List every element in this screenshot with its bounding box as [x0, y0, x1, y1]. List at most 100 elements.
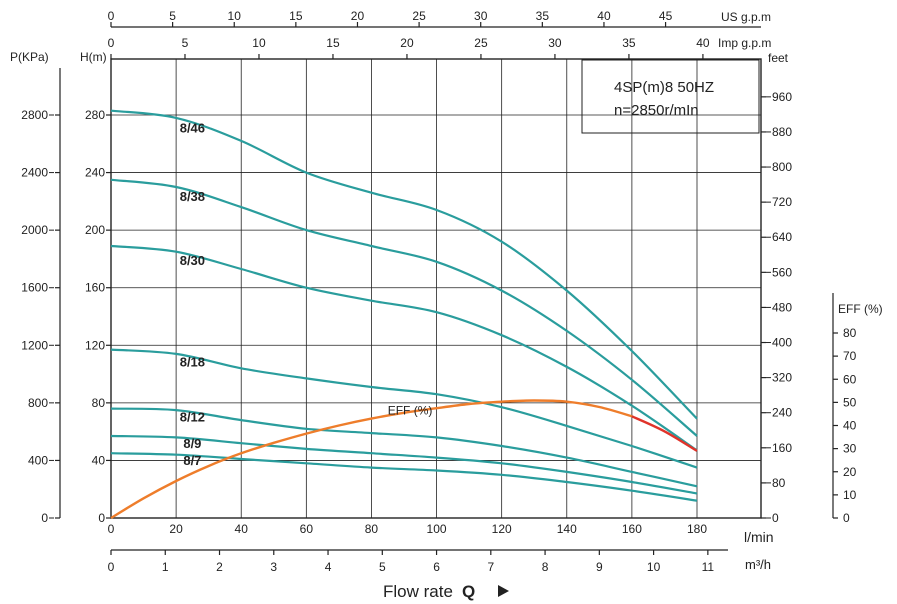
head-curve-8-9 [110, 434, 698, 495]
y-pressure-tick-label: 0 [41, 511, 48, 525]
x-imp-gpm-unit: Imp g.p.m [718, 36, 771, 50]
y-head-tick-label: 80 [92, 396, 106, 410]
x-m3h-tick-label: 1 [162, 560, 169, 574]
x-m3h-tick-label: 2 [216, 560, 223, 574]
efficiency-curve-tail [631, 415, 698, 452]
head-curves: 8/46 8/38 8/30 8/18 8/12 8/9 8/7 [110, 109, 698, 502]
plot-frame [110, 58, 762, 519]
title-line-2: n=2850r/mIn [614, 102, 699, 119]
y-pressure-tick-label: 1600 [21, 281, 48, 295]
head-curve-8-46 [110, 109, 698, 420]
y-head-tick-label: 0 [98, 511, 105, 525]
x-m3h-tick-label: 5 [379, 560, 386, 574]
x-lpm-tick-label: 0 [108, 522, 115, 536]
title-box [581, 59, 760, 134]
curve-label-8-38: 8/38 [180, 189, 205, 204]
y-feet-tick-label: 960 [772, 90, 792, 104]
y-feet-tick-label: 720 [772, 195, 792, 209]
y-head-tick-label: 120 [85, 338, 105, 352]
x-lpm-tick-label: 60 [300, 522, 314, 536]
y-head-tick-label: 200 [85, 223, 105, 237]
x-imp-gpm-tick-label: 25 [474, 36, 488, 50]
y-eff-tick-label: 50 [843, 395, 857, 409]
efficiency-curve-line [110, 399, 633, 520]
y-pressure-tick-label: 2400 [21, 166, 48, 180]
y-feet-tick-label: 800 [772, 160, 792, 174]
x-lpm-tick-label: 100 [427, 522, 447, 536]
x-m3h-tick-label: 6 [433, 560, 440, 574]
y-eff-tick-label: 0 [843, 511, 850, 525]
x-us-gpm-tick-label: 10 [228, 9, 242, 23]
y-feet-tick-label: 240 [772, 406, 792, 420]
curve-label-8-9: 8/9 [183, 436, 201, 451]
x-imp-gpm-tick-label: 35 [622, 36, 636, 50]
curve-label-8-30: 8/30 [180, 253, 205, 268]
curve-label-8-12: 8/12 [180, 410, 205, 425]
y-eff-tick-label: 70 [843, 349, 857, 363]
y-pressure-tick-label: 1200 [21, 338, 48, 352]
y-feet-tick-label: 320 [772, 371, 792, 385]
x-lpm-tick-label: 40 [235, 522, 249, 536]
x-m3h-tick-label: 7 [487, 560, 494, 574]
y-head-unit: H(m) [80, 50, 107, 64]
x-m3h-tick-label: 3 [270, 560, 277, 574]
x-us-gpm-tick-label: 30 [474, 9, 488, 23]
x-m3h-tick-label: 0 [108, 560, 115, 574]
x-us-gpm-tick-label: 40 [597, 9, 611, 23]
x-lpm-tick-label: 160 [622, 522, 642, 536]
y-head-tick-label: 240 [85, 166, 105, 180]
flow-rate-q: Q [462, 582, 475, 601]
efficiency-curve-label: EFF (%) [388, 403, 433, 417]
y-feet-tick-label: 880 [772, 125, 792, 139]
x-m3h-unit: m³/h [745, 557, 771, 572]
x-lpm-tick-label: 180 [687, 522, 707, 536]
x-lpm-tick-label: 80 [365, 522, 379, 536]
x-imp-gpm-tick-label: 0 [108, 36, 115, 50]
head-curve-8-7 [110, 452, 698, 502]
y-eff-tick-label: 20 [843, 465, 857, 479]
y-feet-tick-label: 160 [772, 441, 792, 455]
y-feet-tick-label: 400 [772, 336, 792, 350]
x-imp-gpm-tick-label: 15 [326, 36, 340, 50]
x-us-gpm-tick-label: 5 [169, 9, 176, 23]
y-head-tick-label: 280 [85, 108, 105, 122]
x-imp-gpm-tick-label: 20 [400, 36, 414, 50]
x-imp-gpm-tick-label: 40 [696, 36, 710, 50]
head-curve-8-12 [110, 407, 698, 488]
x-primary-unit: l/min [744, 529, 774, 545]
x-lpm-tick-label: 140 [557, 522, 577, 536]
y-feet-unit: feet [768, 51, 789, 65]
head-curve-8-30 [110, 244, 698, 452]
y-feet-tick-label: 480 [772, 300, 792, 314]
x-lpm-tick-label: 120 [492, 522, 512, 536]
x-imp-gpm-tick-label: 10 [252, 36, 266, 50]
y-pressure-tick-label: 2800 [21, 108, 48, 122]
x-m3h-tick-label: 4 [325, 560, 332, 574]
head-curve-8-38 [110, 178, 698, 437]
x-us-gpm-tick-label: 25 [412, 9, 426, 23]
x-m3h-tick-label: 9 [596, 560, 603, 574]
y-pressure-tick-label: 400 [28, 453, 48, 467]
curve-label-8-18: 8/18 [180, 355, 205, 370]
y-feet-tick-label: 80 [772, 476, 786, 490]
y-eff-tick-label: 60 [843, 372, 857, 386]
x-lpm-tick-label: 20 [169, 522, 183, 536]
x-us-gpm-tick-label: 35 [536, 9, 550, 23]
x-us-gpm-tick-label: 20 [351, 9, 365, 23]
y-head-tick-label: 160 [85, 281, 105, 295]
y-eff-tick-label: 10 [843, 488, 857, 502]
title-line-1: 4SP(m)8 50HZ [614, 79, 714, 96]
x-us-gpm-tick-label: 0 [108, 9, 115, 23]
y-head-tick-label: 40 [92, 453, 106, 467]
y-pressure-tick-label: 2000 [21, 223, 48, 237]
y-feet-tick-label: 0 [772, 511, 779, 525]
x-m3h-tick-label: 11 [702, 560, 715, 574]
y-eff-tick-label: 80 [843, 326, 857, 340]
flow-rate-caption: Flow rate [383, 582, 453, 601]
y-eff-tick-label: 30 [843, 442, 857, 456]
head-curve-8-18 [110, 348, 698, 469]
x-us-gpm-unit: US g.p.m [721, 10, 771, 24]
y-feet-tick-label: 640 [772, 230, 792, 244]
